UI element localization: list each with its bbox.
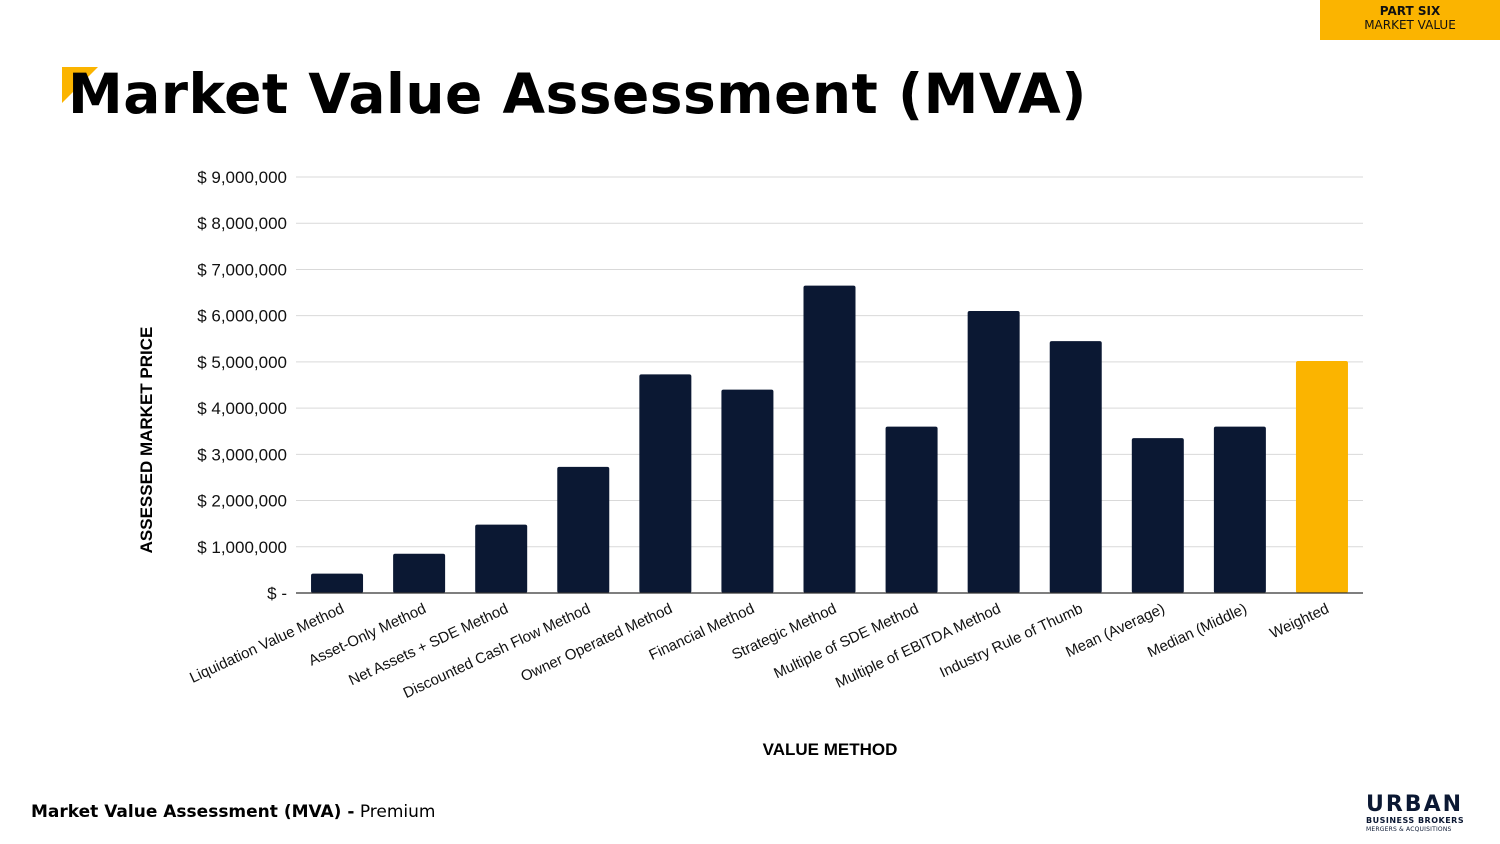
y-tick-label: $ 9,000,000 — [197, 168, 287, 187]
bar-1 — [393, 553, 446, 593]
bar-12 — [1295, 360, 1348, 593]
y-tick-label: $ 7,000,000 — [197, 260, 287, 279]
logo-subtitle: BUSINESS BROKERS — [1366, 816, 1465, 825]
y-tick-label: $ 4,000,000 — [197, 399, 287, 418]
logo-tagline: MERGERS & ACQUISITIONS — [1366, 826, 1452, 833]
footer-caption: Market Value Assessment (MVA) - Premium — [31, 802, 435, 822]
company-logo: URBAN BUSINESS BROKERS MERGERS & ACQUISI… — [1366, 794, 1476, 834]
y-tick-label: $ 3,000,000 — [197, 445, 287, 464]
y-tick-label: $ 5,000,000 — [197, 353, 287, 372]
y-tick-label: $ 2,000,000 — [197, 492, 287, 511]
bar-6 — [803, 285, 856, 593]
bar-10 — [1131, 438, 1184, 593]
x-axis-title: VALUE METHOD — [763, 740, 898, 759]
y-tick-label: $ 1,000,000 — [197, 538, 287, 557]
chart-bars — [311, 285, 1348, 593]
logo-wordmark: URBAN — [1366, 792, 1464, 817]
x-tick-label: Industry Rule of Thumb — [937, 600, 1085, 681]
title-accent-triangle — [62, 67, 98, 103]
y-axis-title: ASSESSED MARKET PRICE — [137, 327, 156, 554]
bar-chart: $ - $ 1,000,000 $ 2,000,000 $ 3,000,000 $ 4,… — [137, 168, 1363, 759]
bar-9 — [1049, 341, 1102, 593]
x-tick-label: Weighted — [1267, 600, 1331, 642]
bar-0 — [311, 573, 364, 593]
bar-11 — [1213, 426, 1266, 593]
bar-2 — [475, 524, 528, 593]
y-tick-label: $ 8,000,000 — [197, 214, 287, 233]
x-tick-label: Owner Operated Method — [518, 600, 675, 685]
bar-5 — [721, 389, 774, 593]
footer-caption-title: Market Value Assessment (MVA) - — [31, 802, 355, 822]
footer-caption-tier: Premium — [359, 802, 436, 822]
section-tag-name: MARKET VALUE — [1364, 18, 1456, 33]
section-tag: PART SIX MARKET VALUE — [1320, 0, 1500, 40]
y-tick-label: $ 6,000,000 — [197, 307, 287, 326]
x-tick-label: Liquidation Value Method — [187, 600, 347, 686]
bar-3 — [557, 466, 610, 593]
page-title: Market Value Assessment (MVA) — [68, 62, 1087, 126]
y-tick-label: $ - — [267, 584, 287, 603]
bar-7 — [885, 426, 938, 593]
section-tag-part: PART SIX — [1379, 4, 1441, 18]
bar-4 — [639, 374, 692, 593]
y-axis-ticks: $ - $ 1,000,000 $ 2,000,000 $ 3,000,000 $ 4,… — [197, 168, 287, 603]
bar-8 — [967, 311, 1020, 593]
